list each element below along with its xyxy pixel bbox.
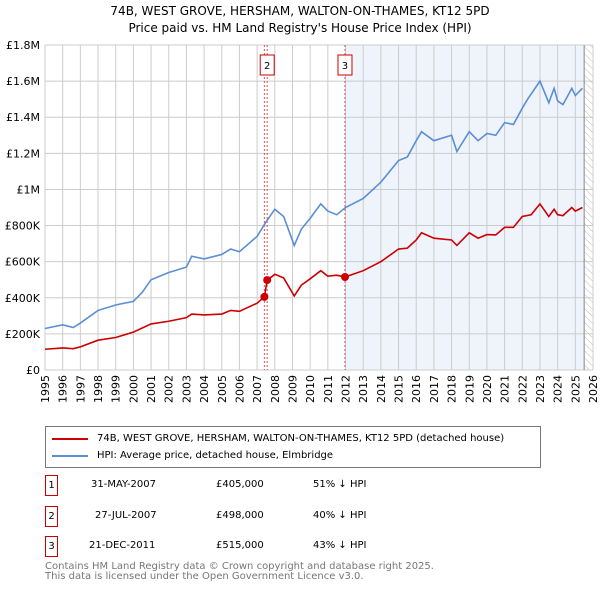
legend-swatch-red — [52, 437, 88, 440]
future-shading — [344, 45, 585, 370]
legend: 74B, WEST GROVE, HERSHAM, WALTON-ON-THAM… — [45, 426, 541, 468]
x-tick-label: 2007 — [251, 375, 264, 403]
y-tick-label: £200K — [5, 328, 41, 341]
sale-flag-label: 2 — [264, 61, 270, 72]
footer-licence: This data is licensed under the Open Gov… — [45, 571, 364, 582]
x-tick-label: 2013 — [357, 375, 370, 403]
sale-price: £498,000 — [216, 510, 264, 521]
x-tick-label: 2002 — [163, 375, 176, 403]
x-tick-label: 2022 — [516, 375, 529, 403]
legend-swatch-blue — [52, 454, 88, 457]
x-tick-label: 2001 — [145, 375, 158, 403]
sale-marker: 3 — [45, 536, 58, 557]
sale-row: 1 31-MAY-2007 £405,000 51% ↓ HPI — [45, 475, 445, 496]
chart-subtitle: Price paid vs. HM Land Registry's House … — [128, 21, 472, 35]
series-line — [44, 202, 583, 351]
y-tick-label: £800K — [5, 220, 41, 233]
chart-title: 74B, WEST GROVE, HERSHAM, WALTON-ON-THAM… — [110, 4, 490, 18]
legend-label: 74B, WEST GROVE, HERSHAM, WALTON-ON-THAM… — [97, 433, 505, 444]
sale-hpi: 43% ↓ HPI — [313, 540, 367, 551]
x-tick-label: 1998 — [92, 375, 105, 403]
sale-price: £515,000 — [216, 540, 264, 551]
series-line — [44, 79, 583, 330]
x-tick-label: 2010 — [304, 375, 317, 403]
legend-item-hpi: HPI: Average price, detached house, Elmb… — [52, 450, 333, 461]
sale-row: 3 21-DEC-2011 £515,000 43% ↓ HPI — [45, 536, 445, 557]
y-tick-label: £0 — [26, 364, 40, 377]
sale-hpi: 51% ↓ HPI — [313, 479, 367, 490]
x-tick-label: 1997 — [74, 375, 87, 403]
sale-date: 31-MAY-2007 — [91, 479, 157, 490]
x-tick-label: 2026 — [587, 375, 600, 403]
sale-flag-label: 3 — [342, 61, 348, 72]
x-tick-label: 2012 — [340, 375, 353, 403]
y-tick-label: £600K — [5, 256, 41, 269]
x-tick-label: 2006 — [233, 375, 246, 403]
x-tick-label: 2008 — [269, 375, 282, 403]
x-tick-label: 2025 — [569, 375, 582, 403]
x-tick-label: 2023 — [534, 375, 547, 403]
y-tick-label: £1.8M — [6, 39, 40, 52]
x-tick-label: 2011 — [322, 375, 335, 403]
sale-price: £405,000 — [216, 479, 264, 490]
legend-label: HPI: Average price, detached house, Elmb… — [97, 450, 334, 461]
x-tick-label: 2003 — [180, 375, 193, 403]
y-tick-label: £1.6M — [6, 75, 40, 88]
y-tick-label: £1M — [17, 183, 41, 196]
x-tick-label: 2018 — [446, 375, 459, 403]
x-tick-label: 2024 — [552, 375, 565, 403]
x-tick-label: 1995 — [39, 375, 52, 403]
sale-flag — [337, 54, 353, 76]
x-tick-label: 2019 — [463, 375, 476, 403]
x-tick-label: 2004 — [198, 375, 211, 403]
sale-point — [263, 276, 272, 285]
x-tick-label: 2014 — [375, 375, 388, 403]
sale-row: 2 27-JUL-2007 £498,000 40% ↓ HPI — [45, 506, 445, 527]
sale-point — [260, 292, 269, 301]
sale-flag — [259, 54, 275, 76]
x-tick-label: 2021 — [499, 375, 512, 403]
sale-point — [340, 273, 349, 282]
x-tick-label: 1996 — [57, 375, 70, 403]
x-tick-label: 2017 — [428, 375, 441, 403]
forecast-hatch — [584, 45, 593, 370]
x-tick-label: 2009 — [286, 375, 299, 403]
sale-hpi: 40% ↓ HPI — [313, 510, 367, 521]
sale-date: 21-DEC-2011 — [89, 540, 156, 551]
y-tick-label: £1.4M — [6, 111, 40, 124]
price-chart: 1995 1996 1997 1998 1999 2000 2001 2002 2003 2004… — [5, 39, 600, 403]
y-tick-label: £400K — [5, 292, 41, 305]
x-tick-label: 2005 — [216, 375, 229, 403]
x-tick-label: 2020 — [481, 375, 494, 403]
sale-marker: 2 — [45, 506, 58, 527]
x-tick-label: 2000 — [127, 375, 140, 403]
legend-item-property: 74B, WEST GROVE, HERSHAM, WALTON-ON-THAM… — [52, 433, 504, 444]
x-tick-label: 1999 — [110, 375, 123, 403]
x-tick-label: 2016 — [410, 375, 423, 403]
sale-date: 27-JUL-2007 — [95, 510, 157, 521]
y-tick-label: £1.2M — [6, 147, 40, 160]
sale-marker: 1 — [45, 475, 58, 496]
footer-copyright: Contains HM Land Registry data © Crown c… — [45, 561, 434, 572]
x-tick-label: 2015 — [393, 375, 406, 403]
